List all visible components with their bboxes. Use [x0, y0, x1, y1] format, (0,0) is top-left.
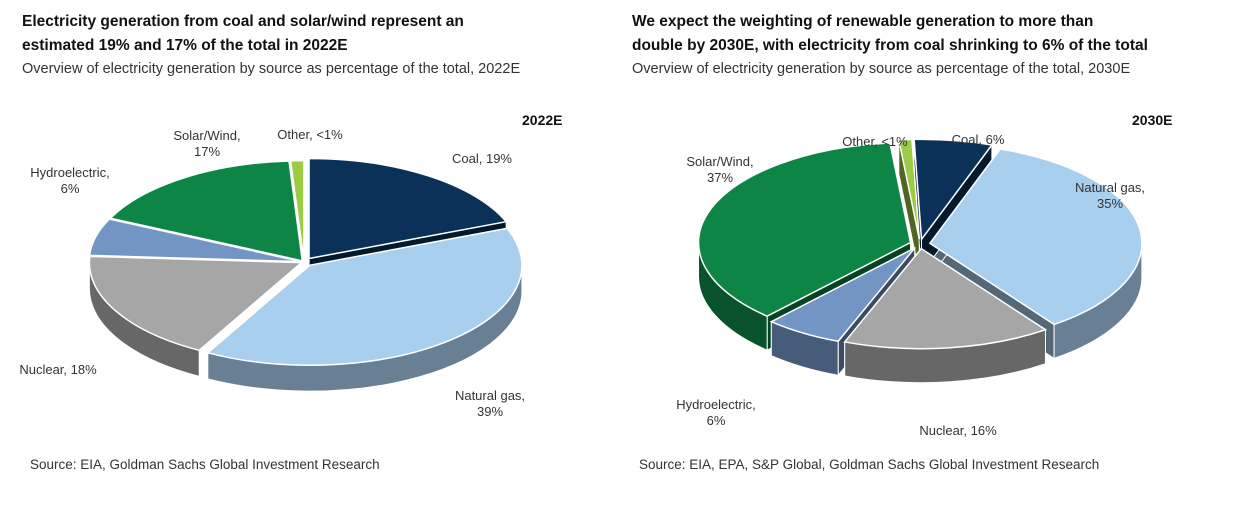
pie-slice-other	[289, 159, 305, 261]
pie-slice-hydroelectric	[769, 247, 916, 343]
chart-title-line: Electricity generation from coal and sol…	[22, 13, 464, 30]
slice-label-natural-gas: Natural gas, 35%	[1075, 180, 1145, 211]
pie-slice-nuclear	[88, 255, 304, 352]
chart-panel-2022: Electricity generation from coal and sol…	[0, 0, 612, 505]
slice-label-other: Other, <1%	[842, 134, 908, 149]
slice-label-solar-wind: Solar/Wind, 37%	[686, 154, 753, 185]
pie-slice-solar-wind	[108, 160, 304, 262]
pie-slice-hydroelectric	[88, 218, 302, 263]
slice-label-solar-wind: Solar/Wind, 17%	[173, 128, 240, 159]
pie-chart-2022: Coal, 19% Natural gas, 39% Nuclear, 18% Hydr…	[19, 127, 525, 419]
chart-title-line: We expect the weighting of renewable gen…	[632, 13, 1094, 30]
chart-title: Electricity generation from coal and sol…	[22, 10, 464, 58]
pie-slice-other	[897, 138, 921, 240]
pie-slice-coal	[308, 157, 508, 260]
year-label: 2030E	[1132, 112, 1173, 128]
chart-source: Source: EIA, Goldman Sachs Global Invest…	[30, 457, 380, 472]
chart-subtitle: Overview of electricity generation by so…	[632, 61, 1131, 77]
chart-subtitle: Overview of electricity generation by so…	[22, 61, 521, 77]
slice-label-other: Other, <1%	[277, 127, 343, 142]
chart-source: Source: EIA, EPA, S&P Global, Goldman Sa…	[639, 457, 1100, 472]
pie-slice-solar-wind	[697, 142, 912, 317]
slice-label-nuclear: Nuclear, 16%	[919, 423, 997, 438]
slice-label-coal: Coal, 19%	[452, 151, 512, 166]
chart-title-line: estimated 19% and 17% of the total in 20…	[22, 37, 348, 54]
chart-panel-2030: We expect the weighting of renewable gen…	[612, 0, 1239, 505]
pie-chart-2030: Coal, 6% Natural gas, 35% Nuclear, 16% Hydro…	[676, 132, 1145, 438]
pie-slice-natural-gas	[928, 148, 1143, 326]
chart-title: We expect the weighting of renewable gen…	[632, 10, 1148, 58]
slice-label-hydroelectric: Hydroelectric, 6%	[676, 397, 755, 428]
chart-title-line: double by 2030E, with electricity from c…	[632, 37, 1148, 54]
slice-label-hydroelectric: Hydroelectric, 6%	[30, 165, 109, 196]
pie-slice-nuclear	[843, 247, 1048, 350]
year-label: 2022E	[522, 112, 563, 128]
pie-slice-natural-gas	[206, 227, 523, 366]
pie-slice-coal	[913, 138, 994, 242]
slice-label-natural-gas: Natural gas, 39%	[455, 388, 525, 419]
slice-label-nuclear: Nuclear, 18%	[19, 362, 97, 377]
slice-label-coal: Coal, 6%	[952, 132, 1005, 147]
